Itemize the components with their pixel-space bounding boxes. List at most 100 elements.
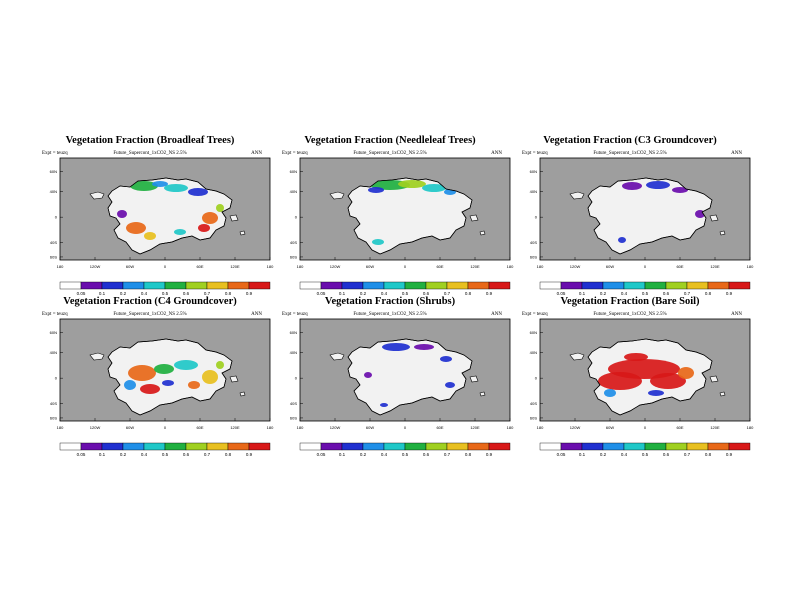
panel-subtitle: Future_Supercont_1xCO2_NS 2.5% (113, 312, 187, 317)
island (229, 375, 239, 383)
colorbar-label: 0.9 (726, 291, 733, 296)
period-label: ANN (251, 151, 262, 156)
colorbar-swatch (728, 442, 751, 451)
panel-subtitle: Future_Supercont_1xCO2_NS 2.5% (353, 312, 427, 317)
lon-tick-label: 120E (230, 425, 240, 430)
panel-title: Vegetation Fraction (Shrubs) (324, 296, 456, 307)
vegetation-patch (216, 361, 224, 369)
lat-tick-label: 60N (50, 169, 57, 174)
lon-tick-label: 60W (126, 264, 134, 269)
colorbar-label: 0.7 (444, 291, 451, 296)
colorbar-label: 0.2 (120, 291, 127, 296)
vegetation-patch (144, 232, 156, 240)
lon-tick-label: 120E (710, 425, 720, 430)
expt-label: Expt = teuzq (282, 312, 308, 317)
lon-tick-label: 180 (747, 425, 754, 430)
colorbar-swatch (707, 442, 730, 451)
colorbar-swatch (320, 281, 343, 290)
lon-tick-label: 120W (330, 264, 341, 269)
lat-tick-label: 60N (50, 330, 57, 335)
panel-subtitle: Future_Supercont_1xCO2_NS 2.5% (593, 312, 667, 317)
panel-subtitle: Future_Supercont_1xCO2_NS 2.5% (593, 151, 667, 156)
lon-tick-label: 60W (606, 264, 614, 269)
colorbar-label: 0.4 (621, 452, 628, 457)
colorbar-label: 0.05 (557, 291, 566, 296)
period-label: ANN (491, 151, 502, 156)
lon-tick-label: 120W (90, 264, 101, 269)
lon-tick-label: 120W (90, 425, 101, 430)
lat-tick-label: 60S (50, 254, 57, 259)
lon-tick-label: 60E (676, 264, 683, 269)
lat-tick-label: 60N (290, 330, 297, 335)
lat-tick-label: 40S (530, 401, 537, 406)
lon-tick-label: 180 (537, 264, 544, 269)
colorbar-swatch (164, 281, 187, 290)
colorbar-label: 0.7 (204, 452, 211, 457)
expt-label: Expt = teuzq (522, 151, 548, 156)
colorbar-label: 0.8 (705, 291, 712, 296)
vegetation-patch (202, 370, 218, 384)
island (569, 191, 585, 200)
lon-tick-label: 180 (537, 425, 544, 430)
colorbar-swatch (362, 281, 385, 290)
lon-tick-label: 0 (164, 264, 167, 269)
lat-tick-label: 60S (290, 415, 297, 420)
colorbar-swatch (644, 281, 667, 290)
vegetation-patch (152, 181, 168, 187)
colorbar-swatch (581, 442, 604, 451)
colorbar-swatch (560, 442, 583, 451)
vegetation-patch (372, 239, 384, 245)
vegetation-patch (598, 372, 642, 390)
colorbar-swatch (320, 442, 343, 451)
vegetation-patch (380, 403, 388, 407)
vegetation-patch (622, 182, 642, 190)
colorbar-swatch (560, 281, 583, 290)
colorbar-label: 0.6 (663, 291, 670, 296)
colorbar-label: 0.05 (317, 291, 326, 296)
lat-tick-label: 40N (290, 189, 297, 194)
vegetation-patch (445, 382, 455, 388)
colorbar-swatch (602, 442, 625, 451)
colorbar-label: 0.5 (402, 291, 409, 296)
colorbar-label: 0.9 (726, 452, 733, 457)
lon-tick-label: 0 (164, 425, 167, 430)
lat-tick-label: 40N (50, 350, 57, 355)
lat-tick-label: 40S (50, 240, 57, 245)
vegetation-patch (124, 380, 136, 390)
island (239, 230, 246, 236)
colorbar-label: 0.5 (162, 291, 169, 296)
colorbar-swatch (227, 281, 250, 290)
colorbar-label: 0.7 (204, 291, 211, 296)
colorbar-swatch (539, 281, 562, 290)
lon-tick-label: 120W (570, 264, 581, 269)
colorbar-swatch (248, 442, 271, 451)
colorbar-label: 0.2 (600, 452, 607, 457)
colorbar-label: 0.8 (465, 291, 472, 296)
panel-title: Vegetation Fraction (C4 Groundcover) (63, 296, 237, 307)
colorbar-swatch (467, 442, 490, 451)
colorbar-swatch (299, 442, 322, 451)
lat-tick-label: 0 (55, 215, 58, 220)
lon-tick-label: 60E (196, 425, 203, 430)
island (89, 352, 105, 361)
lat-tick-label: 40N (530, 189, 537, 194)
panel-title: Vegetation Fraction (Needleleaf Trees) (304, 135, 476, 146)
vegetation-patch (162, 380, 174, 386)
colorbar-label: 0.5 (642, 452, 649, 457)
vegetation-patch (216, 204, 224, 212)
vegetation-patch (174, 360, 198, 370)
colorbar-label: 0.6 (183, 291, 190, 296)
colorbar-swatch (80, 442, 103, 451)
vegetation-patch (382, 343, 410, 351)
lat-tick-label: 40S (290, 401, 297, 406)
colorbar-swatch (383, 442, 406, 451)
colorbar-label: 0.1 (99, 291, 106, 296)
lon-tick-label: 180 (57, 264, 64, 269)
vegetation-patch (126, 222, 146, 234)
colorbar-swatch (59, 281, 82, 290)
colorbar-label: 0.4 (381, 452, 388, 457)
expt-label: Expt = teuzq (282, 151, 308, 156)
island (479, 391, 486, 397)
colorbar-label: 0.4 (621, 291, 628, 296)
